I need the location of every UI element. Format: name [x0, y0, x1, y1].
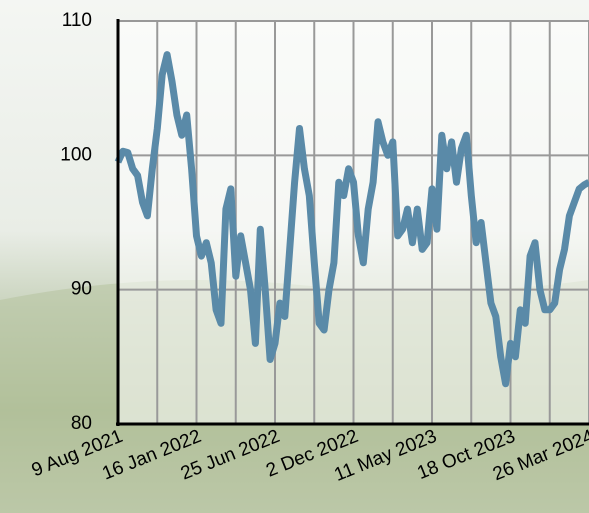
y-tick-label: 80	[71, 413, 92, 434]
y-tick-label: 90	[71, 279, 92, 300]
line	[114, 51, 589, 388]
y-tick-label: 100	[60, 144, 92, 165]
y-tick-label: 110	[62, 10, 92, 31]
series	[114, 51, 589, 388]
